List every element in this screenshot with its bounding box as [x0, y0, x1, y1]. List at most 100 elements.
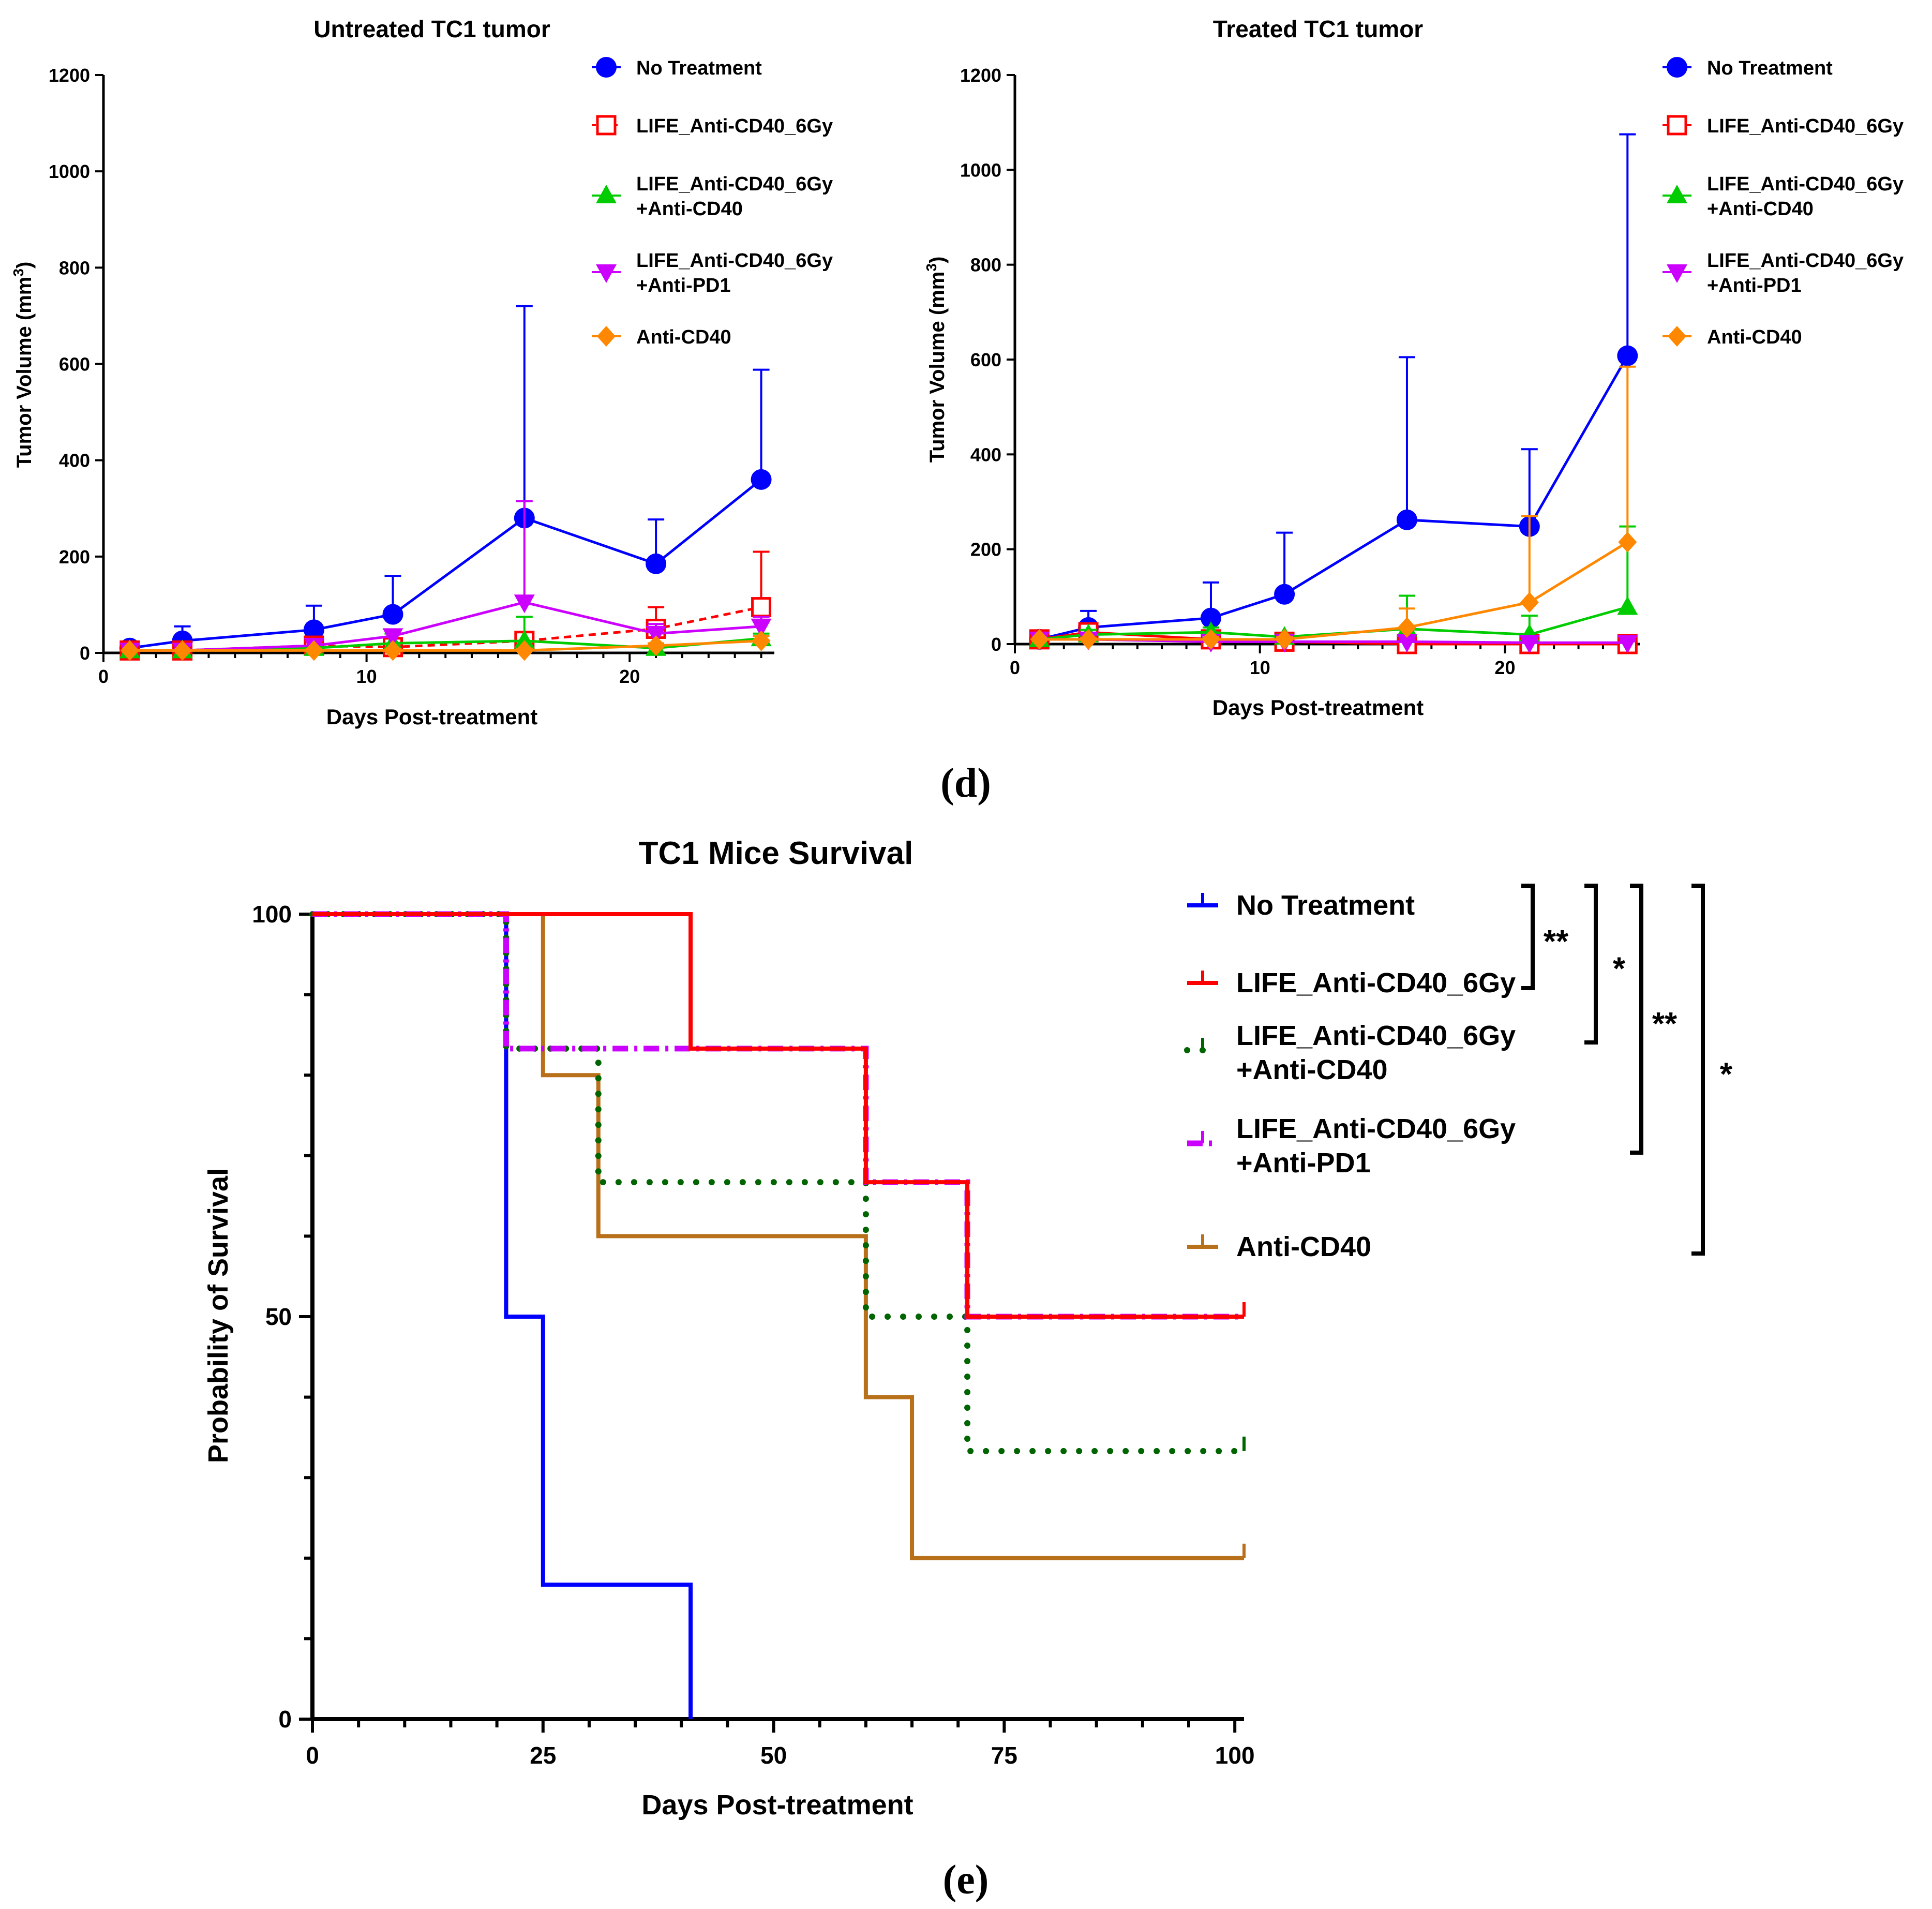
significance-bracket	[1521, 884, 1535, 990]
untreated-legend-marker	[597, 326, 616, 347]
treated-y-axis-label-main: Tumor Volume (mm	[926, 272, 949, 463]
untreated-x-axis-label: Days Post-treatment	[326, 705, 537, 729]
survival-legend-label: LIFE_Anti-CD40_6Gy +Anti-PD1	[1236, 1113, 1516, 1179]
untreated-legend-label-line: No Treatment	[636, 57, 762, 79]
treated-data-point	[1030, 629, 1049, 650]
treated-y-axis-label-sup: 3	[923, 263, 939, 272]
treated-tumor-chart: Treated TC1 tumor Days Post-treatment Tu…	[923, 16, 1904, 720]
untreated-legend-marker	[596, 264, 617, 283]
untreated-y-tick-label: 400	[59, 450, 90, 471]
survival-legend-label: No Treatment	[1236, 890, 1415, 921]
significance-bracket	[1584, 884, 1598, 1045]
treated-data-point	[1201, 629, 1220, 650]
survival-x-tick-label: 75	[991, 1742, 1017, 1769]
survival-legend: No Treatment LIFE_Anti-CD40_6Gy LIFE_Anti-…	[1184, 890, 1516, 1262]
treated-legend-label-line: Anti-CD40	[1707, 326, 1802, 348]
treated-data-point	[1618, 531, 1637, 553]
treated-y-tick-label: 0	[991, 634, 1001, 655]
treated-data-point	[1079, 629, 1098, 650]
treated-legend-label: LIFE_Anti-CD40_6Gy +Anti-PD1	[1707, 250, 1904, 296]
significance-label: **	[1544, 924, 1569, 960]
treated-data-point	[1520, 592, 1539, 613]
untreated-y-tick-label: 600	[59, 354, 90, 375]
untreated-x-tick-label: 0	[98, 666, 109, 687]
survival-y-tick-label: 50	[265, 1303, 292, 1330]
treated-legend-label-line: LIFE_Anti-CD40_6Gy	[1707, 173, 1904, 195]
treated-data-point	[1617, 635, 1638, 654]
untreated-legend-marker	[596, 185, 617, 203]
untreated-data-point	[647, 635, 666, 657]
survival-legend-label-line: +Anti-PD1	[1236, 1147, 1371, 1179]
survival-y-axis-label: Probability of Survival	[203, 1168, 234, 1463]
treated-legend-label: No Treatment	[1707, 57, 1833, 79]
untreated-data-point	[514, 594, 535, 614]
treated-legend-label-line: +Anti-PD1	[1707, 275, 1802, 296]
treated-legend: No TreatmentLIFE_Anti-CD40_6GyLIFE_Anti-…	[1663, 57, 1904, 348]
untreated-legend-label: Anti-CD40	[636, 326, 731, 348]
untreated-legend-label-line: +Anti-CD40	[636, 198, 743, 220]
treated-data-point	[1617, 596, 1638, 615]
significance-label: *	[1720, 1057, 1733, 1093]
untreated-data-point	[646, 553, 667, 574]
untreated-legend-label-line: LIFE_Anti-CD40_6Gy	[636, 173, 833, 195]
survival-legend-label-line: +Anti-CD40	[1236, 1054, 1388, 1085]
survival-legend-label-line: Anti-CD40	[1236, 1231, 1371, 1262]
untreated-y-tick-label: 800	[59, 257, 90, 278]
treated-legend-label: LIFE_Anti-CD40_6Gy	[1707, 115, 1904, 137]
treated-legend-label-line: LIFE_Anti-CD40_6Gy	[1707, 115, 1904, 137]
treated-legend-label-line: +Anti-CD40	[1707, 198, 1814, 220]
survival-significance: ******	[1521, 884, 1733, 1256]
treated-legend-label: LIFE_Anti-CD40_6Gy +Anti-CD40	[1707, 173, 1904, 220]
treated-data-point	[1396, 634, 1417, 653]
treated-y-tick-label: 200	[970, 539, 1001, 560]
treated-legend-marker	[1667, 185, 1687, 203]
survival-legend-label: LIFE_Anti-CD40_6Gy	[1236, 967, 1516, 998]
treated-y-tick-label: 400	[970, 444, 1001, 465]
panel-label-d: (d)	[940, 760, 991, 806]
survival-curve-1	[312, 912, 1244, 1319]
treated-data-point	[1275, 629, 1294, 650]
treated-y-tick-label: 1000	[960, 159, 1001, 181]
untreated-data-point	[304, 640, 323, 661]
untreated-data-point	[752, 630, 771, 651]
untreated-legend-label: LIFE_Anti-CD40_6Gy +Anti-CD40	[636, 173, 833, 220]
untreated-y-axis-label-main: Tumor Volume (mm	[13, 277, 36, 468]
untreated-y-axis-label-sup: 3	[10, 269, 26, 277]
treated-legend-marker	[1667, 57, 1687, 78]
significance-bracket	[1630, 884, 1643, 1155]
untreated-y-tick-label: 1000	[49, 161, 90, 182]
untreated-y-tick-label: 1200	[49, 65, 90, 86]
survival-y-tick-label: 100	[252, 901, 292, 928]
survival-x-tick-label: 0	[306, 1742, 319, 1769]
treated-chart-title: Treated TC1 tumor	[1213, 16, 1424, 42]
treated-x-tick-label: 10	[1250, 657, 1270, 678]
treated-legend-marker	[1667, 264, 1687, 283]
untreated-series-4	[120, 630, 771, 661]
treated-series-4	[1030, 365, 1637, 650]
treated-y-tick-label: 1200	[960, 65, 1001, 86]
untreated-data-point	[646, 625, 667, 645]
treated-x-tick-label: 20	[1494, 657, 1515, 678]
treated-legend-marker	[1667, 115, 1687, 136]
untreated-data-point	[751, 618, 772, 637]
untreated-data-point	[383, 640, 402, 661]
survival-chart-title: TC1 Mice Survival	[639, 836, 913, 871]
untreated-legend-label-line: +Anti-PD1	[636, 275, 731, 296]
treated-data-point	[1397, 617, 1416, 638]
treated-y-tick-label: 600	[970, 349, 1001, 370]
treated-legend-label: Anti-CD40	[1707, 326, 1802, 348]
treated-data-point	[1274, 584, 1295, 605]
treated-legend-label-line: No Treatment	[1707, 57, 1833, 79]
survival-legend-label-line: LIFE_Anti-CD40_6Gy	[1236, 967, 1516, 998]
survival-x-tick-label: 25	[530, 1742, 556, 1769]
significance-label: *	[1613, 951, 1626, 987]
untreated-data-point	[751, 597, 772, 618]
untreated-y-axis-label: Tumor Volume (mm3)	[10, 262, 36, 468]
survival-legend-label-line: LIFE_Anti-CD40_6Gy	[1236, 1020, 1516, 1051]
untreated-x-tick-label: 10	[356, 666, 377, 687]
treated-legend-label-line: LIFE_Anti-CD40_6Gy	[1707, 250, 1904, 272]
untreated-data-point	[120, 640, 139, 661]
treated-y-axis-label: Tumor Volume (mm3)	[923, 257, 949, 463]
untreated-legend-label-line: LIFE_Anti-CD40_6Gy	[636, 115, 833, 137]
